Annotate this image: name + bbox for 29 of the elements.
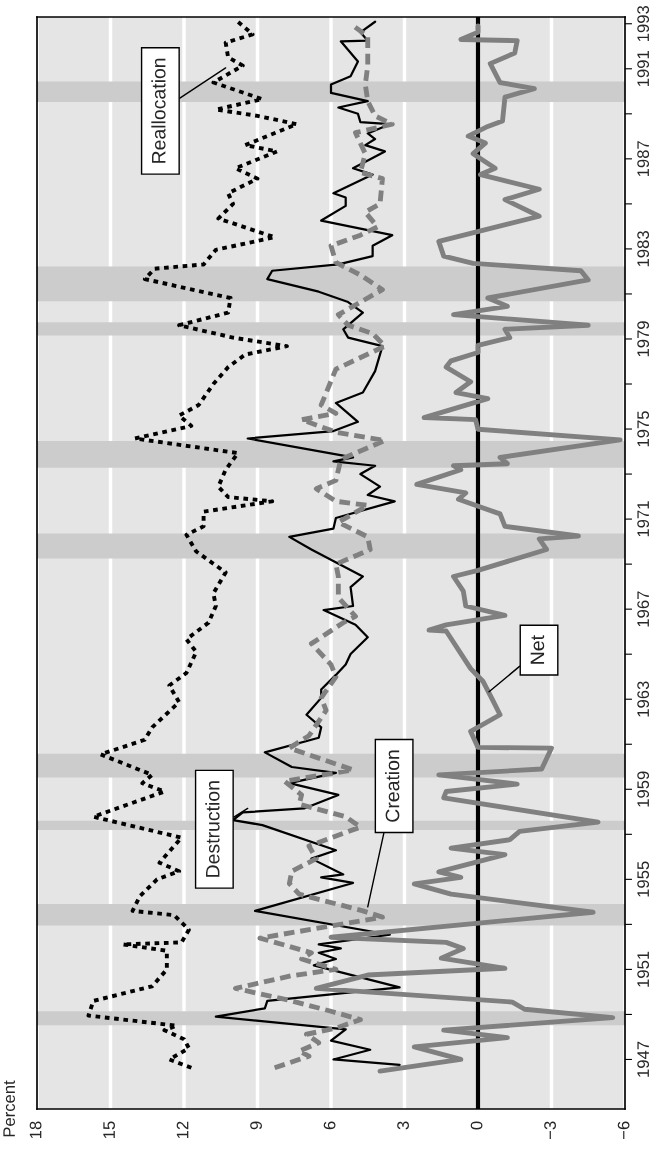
line-series	[313, 23, 623, 1074]
y-tick-label: 1975	[637, 411, 650, 447]
x-tick-label: 9	[250, 1121, 262, 1130]
y-tick-label: 1947	[637, 1041, 650, 1077]
annotation: Net	[530, 635, 545, 664]
x-tick-label: 6	[323, 1121, 336, 1130]
text: Percent	[3, 1080, 16, 1137]
x-tick-label: 12	[176, 1121, 189, 1139]
y-tick-label: 1971	[637, 501, 650, 537]
x-tick-label: −6	[617, 1121, 630, 1139]
y-tick-label: 1979	[637, 321, 650, 357]
y-tick-label: 1991	[637, 51, 650, 87]
annotation: Reallocation	[151, 58, 166, 163]
y-tick-label: 1967	[637, 591, 650, 627]
y-tick-label: 1955	[637, 861, 650, 897]
x-tick-label: 18	[29, 1121, 42, 1139]
x-tick-label: 3	[397, 1121, 409, 1130]
annotation: Creation	[385, 750, 400, 822]
y-tick-label: 1993	[637, 5, 650, 42]
x-tick-label: −3	[544, 1121, 556, 1139]
y-tick-label: 1959	[637, 771, 650, 807]
line-series	[86, 19, 299, 1070]
y-tick-label: 1963	[637, 681, 650, 717]
x-tick-label: 0	[470, 1121, 483, 1130]
x-tick-label: 15	[103, 1121, 115, 1139]
annotation: Destruction	[205, 781, 220, 877]
y-tick-label: 1951	[637, 951, 650, 987]
y-tick-label: 1987	[637, 141, 650, 177]
y-tick-label: 1983	[637, 231, 650, 267]
